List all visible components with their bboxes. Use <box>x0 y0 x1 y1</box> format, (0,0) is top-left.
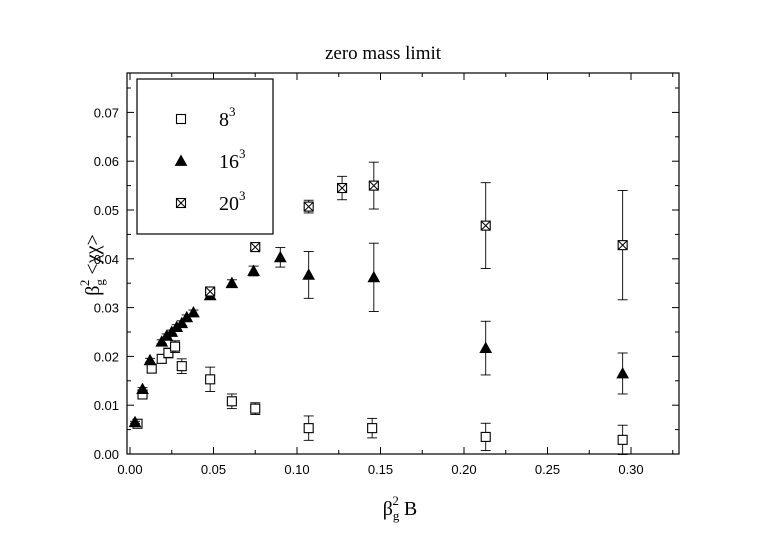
data-point <box>170 341 181 352</box>
data-point <box>247 264 260 276</box>
legend-label: 203 <box>219 188 246 215</box>
data-points <box>128 161 629 455</box>
x-tick-label: 0.05 <box>201 462 226 477</box>
x-tick-label: 0.20 <box>451 462 476 477</box>
x-axis-label: βg2 B <box>383 493 418 523</box>
data-point <box>303 423 314 434</box>
marker-cross <box>250 242 261 252</box>
plot-frame <box>126 72 680 455</box>
y-axis-label: βg2 <χχ> <box>77 234 107 296</box>
marker-cross <box>303 201 314 212</box>
marker-cross <box>480 220 491 231</box>
x-tick-label: 0.15 <box>368 462 393 477</box>
legend-marker <box>175 113 187 125</box>
y-axis: 0.00 0.01 0.02 0.03 0.04 0.05 0.06 0.07 <box>94 87 679 462</box>
data-point <box>146 363 157 374</box>
marker-cross <box>617 240 628 250</box>
data-point <box>128 415 142 428</box>
data-point <box>136 382 149 394</box>
marker-cross <box>205 286 216 297</box>
data-point <box>226 396 237 407</box>
x-axis: 0.00 0.05 0.10 0.15 0.20 0.25 0.30 <box>117 73 674 477</box>
series-1 <box>128 242 629 428</box>
data-point <box>480 220 491 231</box>
legend-marker <box>175 197 187 209</box>
data-point <box>205 286 216 297</box>
data-point <box>250 242 261 253</box>
data-point <box>337 182 348 194</box>
legend: 83 163 203 <box>136 78 274 235</box>
y-tick-label: 0.00 <box>94 447 119 462</box>
y-tick-label: 0.07 <box>94 105 119 120</box>
x-tick-label: 0.00 <box>117 462 142 477</box>
data-point <box>303 201 314 212</box>
data-point <box>155 335 169 347</box>
y-tick-label: 0.02 <box>94 349 119 364</box>
data-point <box>616 366 629 379</box>
data-point <box>156 353 167 364</box>
legend-marker <box>174 154 188 166</box>
legend-label: 83 <box>219 104 236 131</box>
data-point <box>143 353 157 366</box>
y-tick-label: 0.05 <box>94 203 119 218</box>
data-point <box>480 431 491 442</box>
chart-title: zero mass limit <box>325 43 442 64</box>
data-point <box>617 434 628 445</box>
data-point <box>163 347 174 359</box>
y-tick-label: 0.04 <box>94 252 119 267</box>
y-tick-label: 0.01 <box>94 398 119 413</box>
data-point <box>187 305 200 318</box>
marker-cross <box>176 198 186 208</box>
x-tick-label: 0.25 <box>535 462 560 477</box>
x-tick-label: 0.30 <box>618 462 643 477</box>
series-2 <box>205 161 628 301</box>
data-point <box>367 270 381 283</box>
data-point <box>302 268 316 280</box>
data-point <box>225 276 239 289</box>
data-point <box>368 180 379 191</box>
data-point <box>250 403 261 414</box>
data-point <box>205 374 216 385</box>
series-0 <box>132 340 628 455</box>
data-point <box>273 250 287 263</box>
data-point <box>176 361 187 372</box>
y-tick-label: 0.06 <box>94 154 119 169</box>
marker-cross <box>337 183 347 193</box>
legend-label: 163 <box>219 146 246 173</box>
data-point <box>367 423 378 434</box>
legend-box <box>136 78 274 235</box>
data-point <box>175 316 189 329</box>
data-point <box>479 341 493 354</box>
x-tick-label: 0.10 <box>284 462 309 477</box>
data-point <box>617 240 628 251</box>
legend-entries: 83 163 203 <box>174 104 246 215</box>
marker-cross <box>368 180 379 191</box>
y-tick-label: 0.03 <box>94 301 119 316</box>
